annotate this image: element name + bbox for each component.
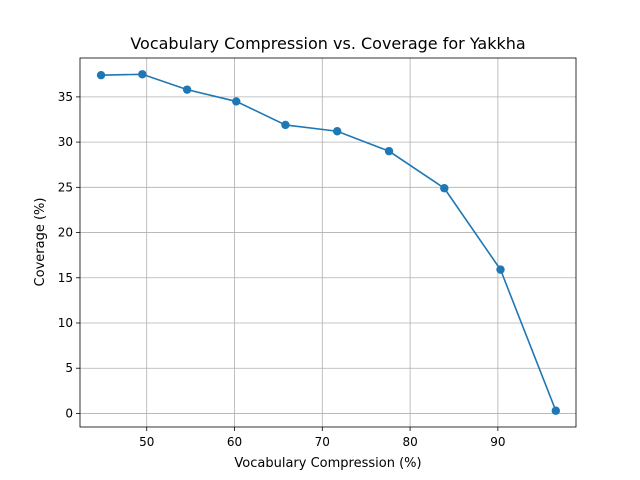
chart-title: Vocabulary Compression vs. Coverage for … xyxy=(130,34,525,53)
data-point xyxy=(384,146,394,156)
data-point xyxy=(182,85,192,94)
data-point xyxy=(496,265,505,274)
x-tick-label: 50 xyxy=(139,435,154,449)
plot-frame xyxy=(79,57,577,428)
data-point xyxy=(232,97,241,106)
data-point xyxy=(333,127,342,136)
x-tick-label: 90 xyxy=(490,435,505,449)
series-layer xyxy=(96,70,561,415)
data-point xyxy=(96,70,106,80)
y-tick-label: 30 xyxy=(58,135,73,149)
y-tick-label: 15 xyxy=(58,271,73,285)
data-point xyxy=(138,70,147,79)
x-axis-label: Vocabulary Compression (%) xyxy=(234,456,421,471)
data-point xyxy=(281,120,290,130)
y-tick-label: 20 xyxy=(58,226,73,240)
x-tick-label: 60 xyxy=(227,435,242,449)
y-tick-label: 0 xyxy=(65,406,73,420)
y-tick-label: 35 xyxy=(58,90,73,104)
axes: 50 60 70 80 90 0 5 10 15 20 25 30 35 xyxy=(58,57,577,449)
y-tick-label: 25 xyxy=(58,180,73,194)
series-line xyxy=(101,73,557,412)
y-tick-label: 5 xyxy=(65,361,73,375)
data-point xyxy=(551,406,561,415)
grid-lines xyxy=(80,58,576,427)
x-tick-label: 80 xyxy=(402,435,417,449)
x-tick-label: 70 xyxy=(315,435,330,449)
y-tick-label: 10 xyxy=(58,316,73,330)
y-axis-label: Coverage (%) xyxy=(33,198,48,287)
data-point xyxy=(440,184,449,193)
